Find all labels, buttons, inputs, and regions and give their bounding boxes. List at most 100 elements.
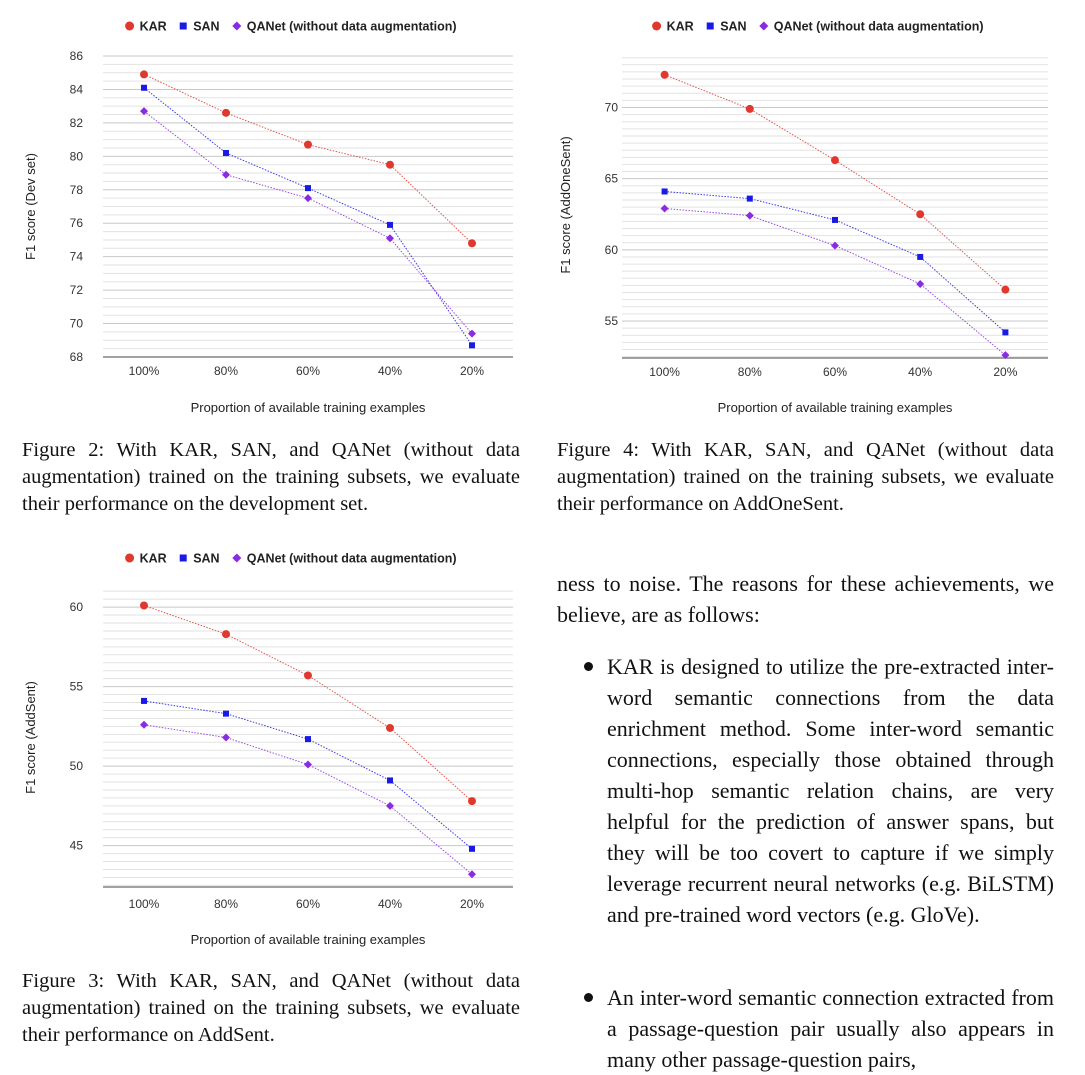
legend-label: KAR: [667, 20, 694, 34]
caption-figure-2: Figure 2: With KAR, SAN, and QANet (with…: [22, 439, 520, 515]
data-point-circle: [386, 723, 394, 732]
data-point-circle: [140, 70, 148, 79]
data-point-circle: [304, 140, 312, 149]
data-point-square: [746, 195, 753, 202]
legend-label: QANet (without data augmentation): [247, 552, 457, 566]
data-point-diamond: [386, 801, 394, 810]
chart-figure-3: 45 50 55 60 100% 80% 60% 40% 20% Proportion of av…: [15, 542, 530, 952]
x-tick-label: 100%: [649, 365, 680, 379]
series-line: [664, 74, 1006, 291]
series-qanet: [140, 720, 476, 879]
y-tick-label: 70: [605, 101, 619, 115]
bullet-marker-2: [584, 993, 593, 1002]
x-tick-label: 20%: [460, 897, 484, 911]
y-tick-label: 86: [70, 49, 84, 63]
data-point-diamond: [916, 279, 925, 288]
legend-marker-square: [179, 22, 187, 30]
y-tick-label: 55: [70, 680, 84, 694]
data-point-diamond: [222, 170, 230, 179]
x-tick-label: 40%: [908, 365, 932, 379]
series-san: [141, 84, 475, 349]
chart-legend: KAR SAN QANet (without data augmentation): [125, 20, 457, 34]
chart-figure-2-svg: 68 70 72 74 76 78 80 82 84 86 100% 80% 60% 40% 20% Prop…: [23, 20, 513, 415]
legend-marker-diamond: [232, 553, 242, 563]
chart-figure-2: 68 70 72 74 76 78 80 82 84 86 100% 80% 60% 40% 20% Prop…: [15, 10, 530, 425]
data-point-circle: [660, 70, 669, 79]
caption-figure-4: Figure 4: With KAR, SAN, and QANet (with…: [557, 439, 1054, 515]
series-line: [143, 605, 473, 802]
data-point-square: [223, 149, 229, 156]
x-axis-label: Proportion of available training example…: [191, 932, 426, 947]
y-tick-label: 60: [70, 600, 84, 614]
series-line: [664, 208, 1006, 356]
y-tick-label: 82: [70, 116, 84, 130]
data-point-circle: [222, 108, 230, 117]
series-line: [143, 87, 473, 346]
data-point-circle: [1001, 285, 1010, 294]
data-point-circle: [386, 160, 394, 169]
x-tick-label: 80%: [214, 364, 238, 378]
data-point-square: [387, 777, 393, 784]
data-point-diamond: [831, 241, 839, 250]
series-line: [664, 190, 1006, 333]
series-qanet: [140, 107, 476, 338]
bullet-item-2: An inter-word semantic connection extrac…: [607, 985, 1054, 1072]
legend-label: SAN: [193, 552, 219, 566]
x-tick-label: 40%: [378, 364, 402, 378]
legend-marker-circle: [125, 553, 135, 563]
legend-marker-square: [179, 554, 187, 562]
chart-legend: KAR SAN QANet (without data augmentation): [652, 20, 984, 34]
data-point-diamond: [386, 234, 394, 243]
x-tick-label: 60%: [823, 365, 847, 379]
y-tick-label: 80: [70, 149, 84, 163]
data-point-square: [832, 216, 838, 223]
chart-figure-4: 55 60 65 70 100% 80% 60% 40% 20% Proportion of av…: [550, 10, 1065, 425]
y-tick-label: 55: [605, 314, 619, 328]
series-line: [143, 700, 473, 850]
x-tick-label: 100%: [129, 897, 160, 911]
data-point-diamond: [222, 733, 230, 742]
data-point-circle: [222, 630, 230, 639]
data-point-diamond: [468, 329, 476, 338]
y-axis-label: F1 score (Dev set): [23, 153, 38, 260]
series-kar: [140, 601, 476, 806]
y-tick-label: 74: [70, 250, 84, 264]
data-point-circle: [468, 797, 476, 806]
legend-label: QANet (without data augmentation): [774, 20, 984, 34]
y-tick-label: 50: [70, 759, 84, 773]
x-tick-label: 20%: [993, 365, 1017, 379]
chart-figure-3-svg: 45 50 55 60 100% 80% 60% 40% 20% Proportion of av…: [23, 552, 513, 947]
data-point-diamond: [468, 870, 476, 879]
grid-lines: [622, 57, 1048, 358]
series-san: [141, 697, 475, 852]
x-tick-label: 60%: [296, 364, 320, 378]
data-point-square: [141, 697, 147, 704]
data-point-circle: [140, 601, 148, 610]
legend-marker-diamond: [759, 21, 769, 31]
data-point-diamond: [1001, 351, 1010, 360]
legend-label: QANet (without data augmentation): [247, 20, 457, 34]
legend-marker-circle: [125, 21, 135, 31]
y-tick-label: 78: [70, 183, 84, 197]
y-tick-label: 65: [605, 172, 619, 186]
y-tick-label: 72: [70, 283, 84, 297]
bullet-marker-1: [584, 662, 593, 671]
data-point-square: [661, 188, 668, 195]
caption-figure-3: Figure 3: With KAR, SAN, and QANet (with…: [22, 970, 520, 1046]
x-axis-label: Proportion of available training example…: [718, 400, 953, 415]
chart-figure-4-svg: 55 60 65 70 100% 80% 60% 40% 20% Proportion of av…: [558, 20, 1048, 415]
data-point-square: [223, 710, 229, 717]
x-axis-label: Proportion of available training example…: [191, 400, 426, 415]
series-qanet: [660, 204, 1010, 360]
y-tick-label: 45: [70, 839, 84, 853]
x-tick-label: 40%: [378, 897, 402, 911]
series-san: [661, 188, 1009, 336]
data-point-diamond: [304, 760, 312, 769]
legend-marker-diamond: [232, 21, 242, 31]
data-point-square: [469, 342, 475, 349]
x-tick-label: 20%: [460, 364, 484, 378]
legend-label: SAN: [720, 20, 746, 34]
data-point-circle: [468, 239, 476, 248]
series-kar: [140, 70, 476, 248]
data-point-diamond: [140, 720, 148, 729]
